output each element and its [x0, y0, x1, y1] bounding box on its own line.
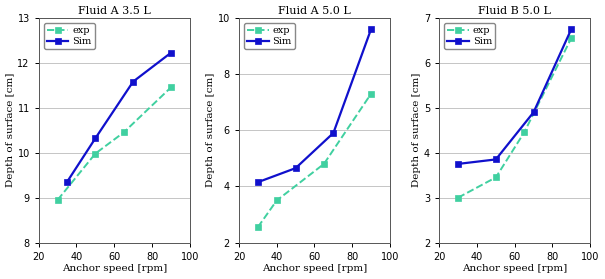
Legend: exp, Sim: exp, Sim [44, 23, 95, 49]
Sim [254, 181, 261, 184]
exp [92, 152, 99, 155]
Sim [92, 137, 99, 140]
Sim [167, 51, 174, 54]
Sim [330, 131, 337, 135]
Title: Fluid A 3.5 L: Fluid A 3.5 L [78, 6, 151, 16]
exp [120, 131, 127, 134]
Sim [292, 167, 299, 170]
Sim [530, 110, 537, 114]
X-axis label: Anchor speed [rpm]: Anchor speed [rpm] [62, 264, 167, 273]
Sim [129, 80, 137, 83]
Title: Fluid A 5.0 L: Fluid A 5.0 L [278, 6, 351, 16]
Legend: exp, Sim: exp, Sim [444, 23, 495, 49]
Sim [567, 27, 575, 31]
Y-axis label: Depth of surface [cm]: Depth of surface [cm] [5, 73, 15, 187]
exp [567, 36, 575, 40]
X-axis label: Anchor speed [rpm]: Anchor speed [rpm] [262, 264, 367, 273]
X-axis label: Anchor speed [rpm]: Anchor speed [rpm] [462, 264, 567, 273]
exp [167, 86, 174, 89]
exp [520, 131, 528, 134]
exp [54, 198, 61, 202]
exp [367, 92, 374, 95]
Line: Sim: Sim [64, 50, 174, 185]
Line: exp: exp [455, 35, 575, 201]
exp [454, 196, 462, 199]
exp [273, 199, 280, 202]
Legend: exp, Sim: exp, Sim [244, 23, 295, 49]
Sim [492, 158, 500, 161]
Sim [64, 180, 71, 184]
exp [492, 176, 500, 179]
exp [320, 162, 327, 166]
exp [254, 225, 261, 229]
Line: exp: exp [54, 84, 174, 203]
Sim [454, 162, 462, 166]
Y-axis label: Depth of surface [cm]: Depth of surface [cm] [412, 73, 421, 187]
Line: exp: exp [255, 90, 374, 230]
Y-axis label: Depth of surface [cm]: Depth of surface [cm] [206, 73, 215, 187]
Line: Sim: Sim [255, 26, 374, 185]
Sim [367, 27, 374, 31]
Title: Fluid B 5.0 L: Fluid B 5.0 L [479, 6, 551, 16]
Line: Sim: Sim [455, 26, 575, 167]
